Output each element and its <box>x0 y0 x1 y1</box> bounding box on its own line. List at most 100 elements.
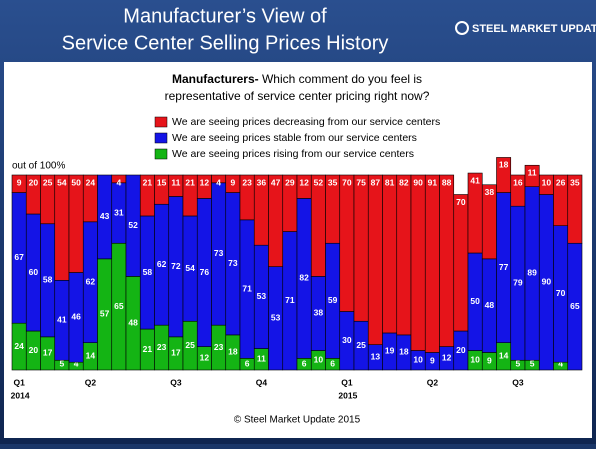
data-label: 24 <box>86 177 96 187</box>
data-label: 52 <box>314 177 324 187</box>
bar-segment <box>396 174 412 336</box>
data-label: 13 <box>371 352 381 362</box>
data-label: 12 <box>200 353 210 363</box>
legend-swatch <box>154 132 168 144</box>
data-label: 31 <box>114 207 124 217</box>
data-label: 6 <box>330 358 335 368</box>
data-label: 82 <box>399 177 409 187</box>
data-label: 88 <box>442 177 452 187</box>
data-label: 52 <box>128 220 138 230</box>
legend-swatch <box>154 116 168 128</box>
data-label: 65 <box>114 301 124 311</box>
data-label: 14 <box>86 351 96 361</box>
data-label: 11 <box>528 168 537 178</box>
data-label: 18 <box>228 347 238 357</box>
data-label: 4 <box>558 358 563 368</box>
data-label: 73 <box>228 258 238 268</box>
data-label: 21 <box>143 344 153 354</box>
data-label: 70 <box>342 177 352 187</box>
x-tick-label: Q3 <box>170 377 182 387</box>
legend-label: We are seeing prices stable from our ser… <box>172 132 417 144</box>
data-label: 12 <box>442 353 452 363</box>
question-text: Which comment do you feel is <box>259 72 422 86</box>
data-label: 58 <box>43 275 53 285</box>
bar-segment <box>268 174 284 267</box>
data-label: 48 <box>485 300 495 310</box>
data-label: 12 <box>299 177 309 187</box>
data-label: 15 <box>157 177 167 187</box>
data-label: 72 <box>171 261 181 271</box>
bar-segment <box>382 174 398 334</box>
data-label: 54 <box>57 177 67 187</box>
data-label: 59 <box>328 295 338 305</box>
data-label: 4 <box>117 177 122 187</box>
data-label: 57 <box>100 309 110 319</box>
data-label: 25 <box>43 177 53 187</box>
data-label: 38 <box>485 187 495 197</box>
legend-swatch <box>154 148 168 160</box>
data-label: 35 <box>328 177 338 187</box>
data-label: 16 <box>513 177 523 187</box>
x-tick-label: Q3 <box>512 377 524 387</box>
data-label: 25 <box>185 340 195 350</box>
bar-segment <box>54 174 70 281</box>
title-line: Service Center Selling Prices History <box>62 32 389 54</box>
data-label: 60 <box>29 267 39 277</box>
data-label: 21 <box>143 177 153 187</box>
data-label: 91 <box>428 177 438 187</box>
data-label: 38 <box>314 308 324 318</box>
data-label: 36 <box>257 177 267 187</box>
data-label: 48 <box>128 317 138 327</box>
bar-segment <box>353 174 369 322</box>
data-label: 50 <box>71 177 81 187</box>
data-label: 43 <box>100 211 110 221</box>
data-label: 9 <box>231 177 236 187</box>
data-label: 23 <box>214 342 224 352</box>
data-label: 5 <box>530 358 535 368</box>
logo-icon <box>455 21 469 35</box>
data-label: 67 <box>14 252 24 262</box>
question: Manufacturers- Which comment do you feel… <box>172 72 422 86</box>
bar-segment <box>410 174 426 351</box>
x-tick-label: Q2 <box>427 377 439 387</box>
question-lead: Manufacturers- <box>172 72 259 86</box>
data-label: 5 <box>60 358 65 368</box>
data-label: 82 <box>299 273 309 283</box>
data-label: 19 <box>385 346 395 356</box>
data-label: 21 <box>185 177 195 187</box>
data-label: 23 <box>157 342 167 352</box>
data-label: 20 <box>29 177 39 187</box>
data-label: 41 <box>57 315 67 325</box>
data-label: 30 <box>342 335 352 345</box>
x-year-label: 2014 <box>11 390 30 400</box>
data-label: 70 <box>456 197 466 207</box>
data-label: 10 <box>413 355 423 365</box>
bar-segment <box>453 194 469 332</box>
data-label: 23 <box>242 177 252 187</box>
legend-label: We are seeing prices decreasing from our… <box>172 116 440 128</box>
x-tick-label: Q1 <box>341 377 353 387</box>
data-label: 14 <box>499 351 509 361</box>
data-label: 77 <box>499 262 509 272</box>
data-label: 35 <box>570 177 580 187</box>
data-label: 10 <box>470 355 480 365</box>
data-label: 58 <box>143 267 153 277</box>
data-label: 9 <box>487 355 492 365</box>
data-label: 17 <box>171 348 181 358</box>
x-tick-label: Q1 <box>13 377 25 387</box>
bar-segment <box>424 174 440 353</box>
bar-segment <box>68 174 84 273</box>
data-label: 53 <box>271 313 281 323</box>
question: representative of service center pricing… <box>165 89 430 103</box>
data-label: 20 <box>456 345 466 355</box>
data-label: 4 <box>74 358 79 368</box>
data-label: 90 <box>542 277 552 287</box>
data-label: 4 <box>216 177 221 187</box>
data-label: 71 <box>242 283 252 293</box>
data-label: 62 <box>157 259 167 269</box>
data-label: 79 <box>513 277 523 287</box>
legend-label: We are seeing prices rising from our ser… <box>172 148 414 160</box>
data-label: 46 <box>71 312 81 322</box>
data-label: 6 <box>302 358 307 368</box>
